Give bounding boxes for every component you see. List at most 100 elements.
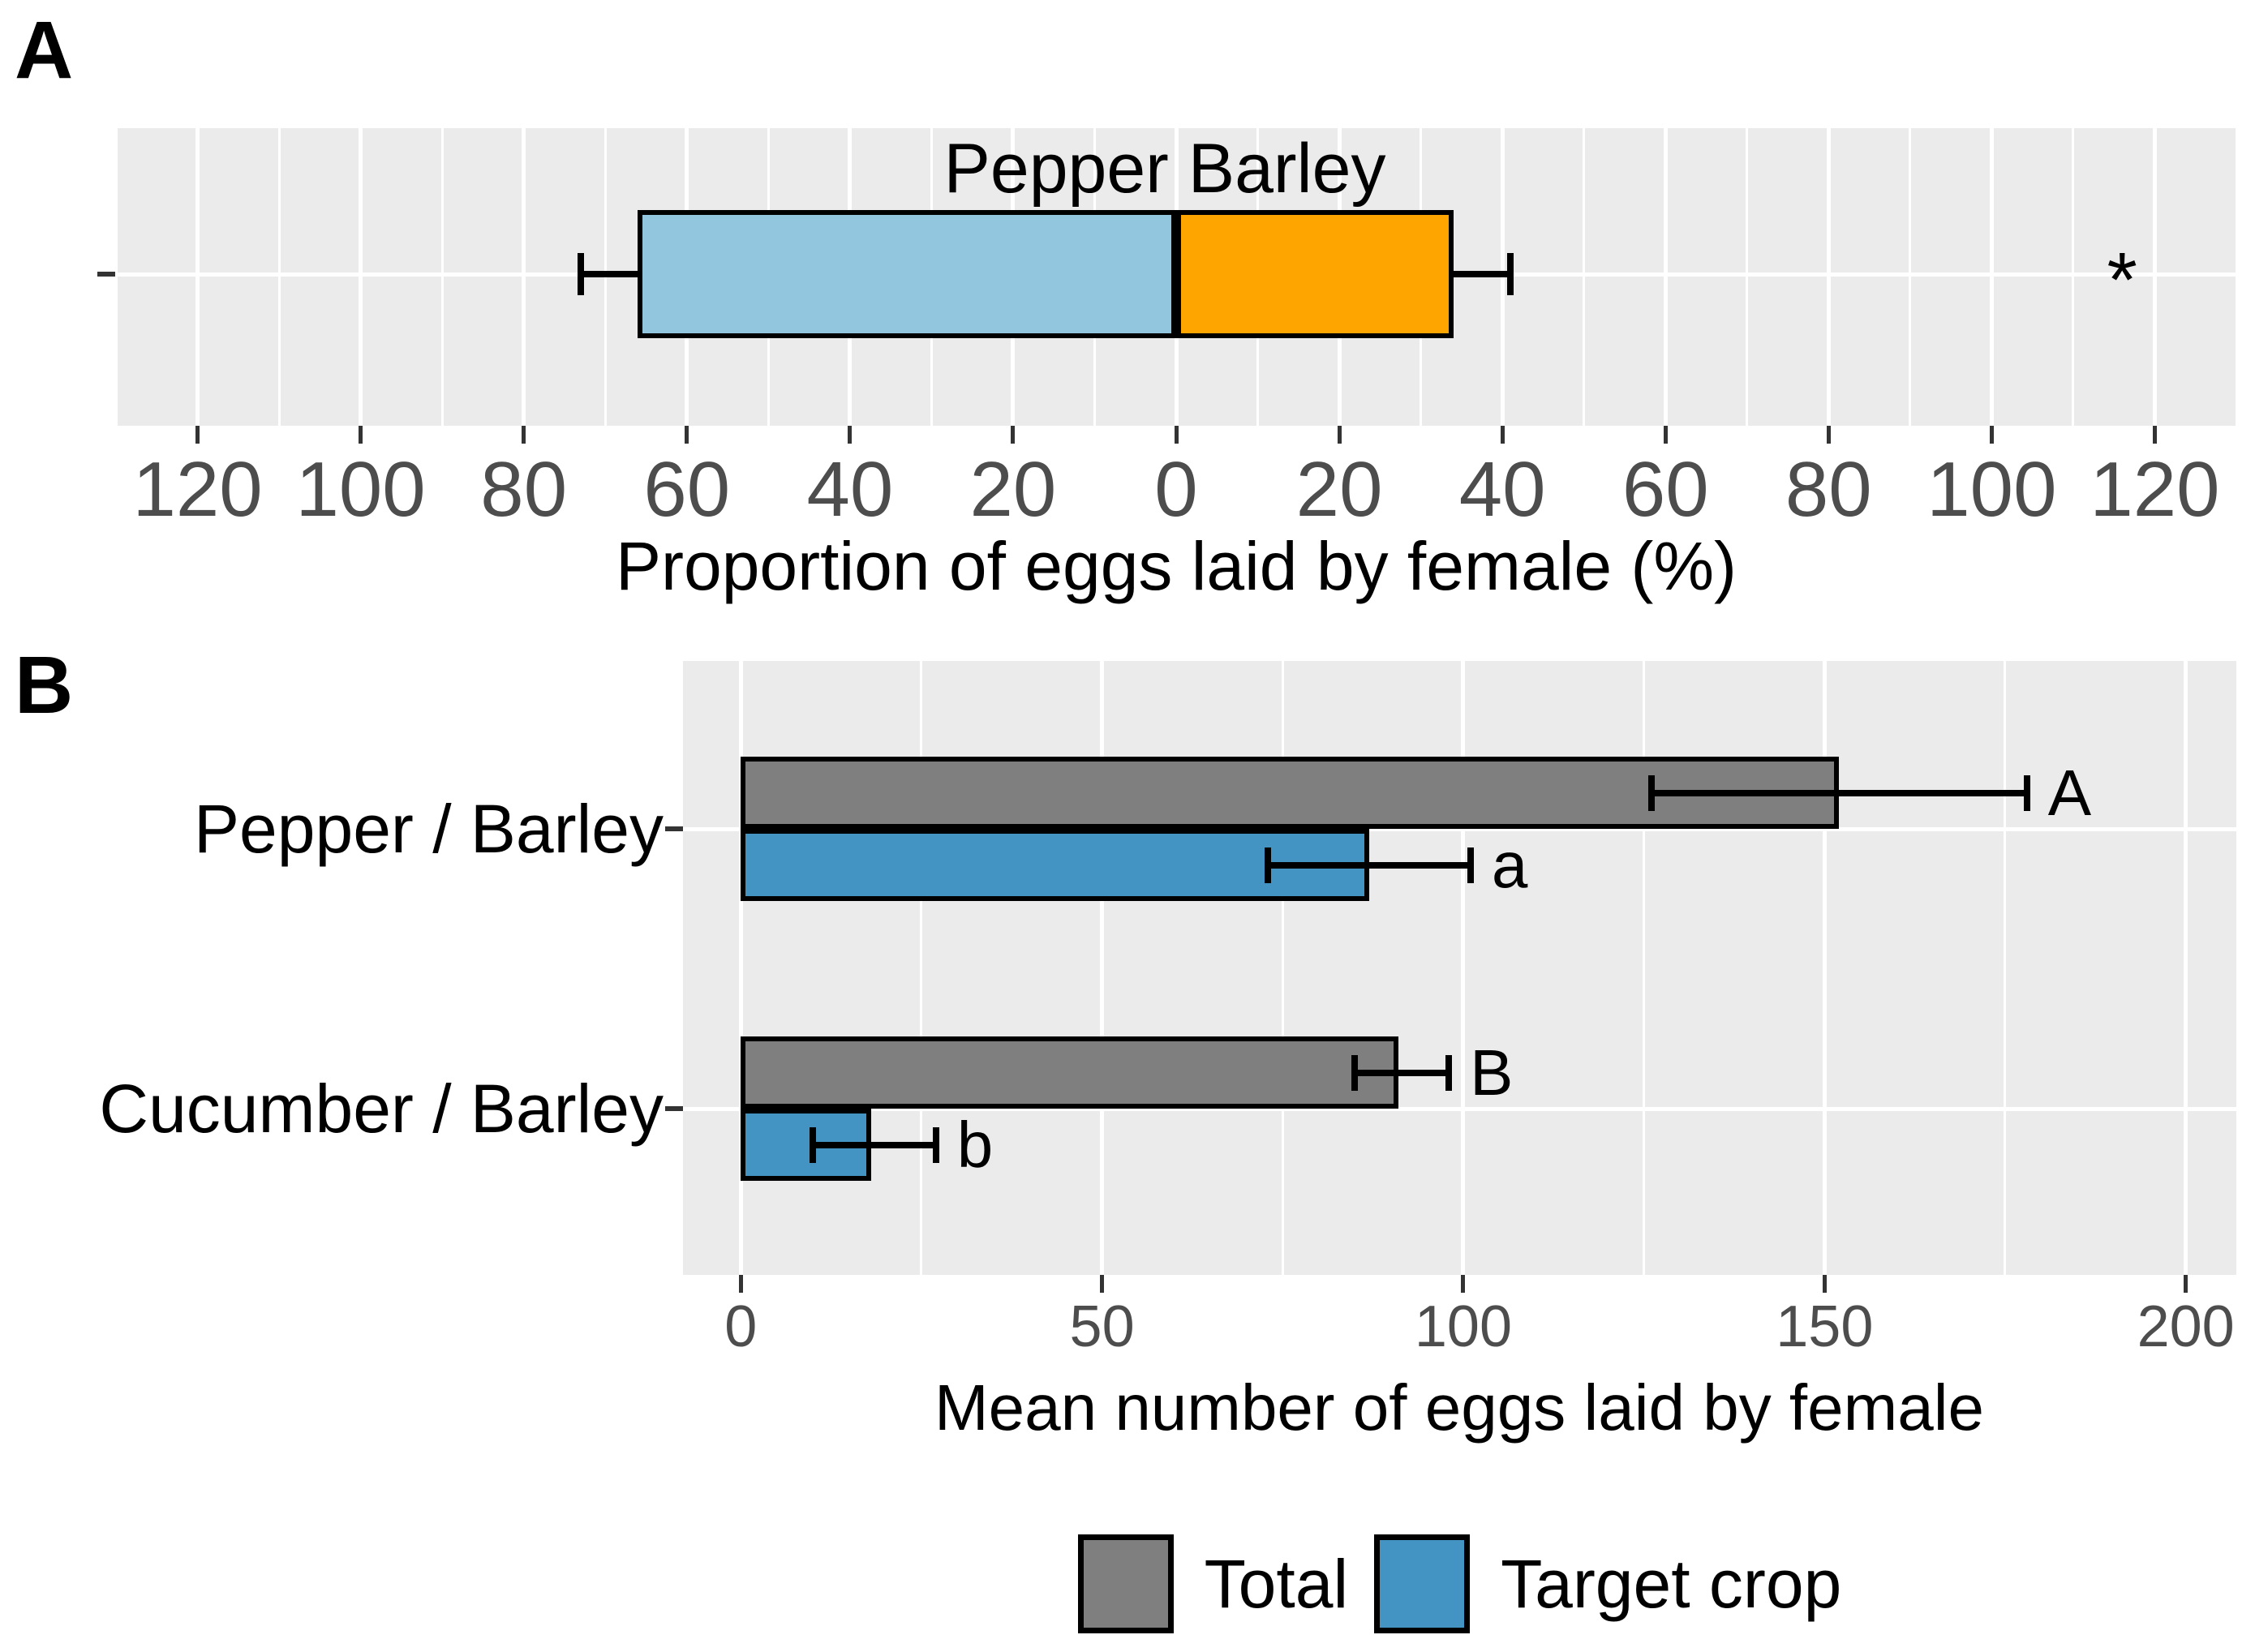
major-gridline <box>1461 661 1466 1275</box>
panel-a-plot-area: Pepper Barley * <box>114 128 2238 426</box>
x-tick-mark <box>738 1275 743 1293</box>
error-cap <box>1351 1054 1359 1091</box>
error-cap <box>1445 1054 1453 1091</box>
panel-a-tag: A <box>15 5 74 96</box>
x-tick-label: 20 <box>969 446 1057 533</box>
x-tick-label: 0 <box>1154 446 1198 533</box>
minor-gridline <box>1909 128 1912 426</box>
x-tick-mark <box>1100 1275 1105 1293</box>
minor-gridline <box>2072 128 2075 426</box>
error-whisker <box>581 271 638 277</box>
x-tick-mark <box>1011 426 1016 444</box>
minor-gridline <box>114 128 118 426</box>
error-cap <box>932 1126 939 1163</box>
major-gridline <box>195 128 200 426</box>
legend-swatch-total <box>1077 1534 1174 1633</box>
significance-letter: B <box>1470 1036 1514 1109</box>
x-tick-mark <box>1500 426 1505 444</box>
x-tick-mark <box>848 426 853 444</box>
x-tick-mark <box>1461 1275 1466 1293</box>
error-cap <box>1265 847 1272 883</box>
significance-asterisk: * <box>2107 237 2137 324</box>
x-tick-label: 80 <box>1785 446 1872 533</box>
x-tick-label: 80 <box>480 446 568 533</box>
major-gridline <box>738 661 743 1275</box>
minor-gridline <box>1746 128 1749 426</box>
major-gridline <box>1100 661 1105 1275</box>
x-tick-label: 60 <box>643 446 731 533</box>
x-tick-label: 0 <box>724 1294 758 1359</box>
bar-group-annotation: Pepper Barley <box>943 130 1386 208</box>
major-gridline <box>1663 128 1668 426</box>
x-tick-label: 100 <box>295 446 426 533</box>
minor-gridline <box>1643 661 1646 1275</box>
legend-swatch-target-crop <box>1374 1534 1471 1633</box>
major-gridline <box>1822 661 1827 1275</box>
minor-gridline <box>277 128 281 426</box>
x-tick-label: 60 <box>1621 446 1709 533</box>
row-gridline <box>683 1106 2236 1111</box>
x-tick-label: 100 <box>1414 1294 1513 1359</box>
x-tick-label: 100 <box>1926 446 2057 533</box>
x-tick-label: 40 <box>1458 446 1546 533</box>
x-tick-label: 40 <box>806 446 894 533</box>
legend-label: Total <box>1204 1546 1349 1622</box>
x-tick-mark <box>1337 426 1342 444</box>
minor-gridline <box>2235 128 2238 426</box>
x-tick-mark <box>195 426 200 444</box>
significance-letter: b <box>956 1108 994 1181</box>
major-gridline <box>2152 128 2157 426</box>
x-tick-label: 120 <box>2090 446 2220 533</box>
category-label: Cucumber / Barley <box>99 1071 664 1147</box>
panel-b-x-axis-title: Mean number of eggs laid by female <box>934 1371 1985 1444</box>
major-gridline <box>522 128 526 426</box>
panel-a-x-axis-title: Proportion of eggs laid by female (%) <box>615 528 1737 604</box>
major-gridline <box>1826 128 1831 426</box>
x-tick-label: 50 <box>1069 1294 1135 1359</box>
error-whisker <box>1355 1069 1450 1076</box>
legend: Total Target crop <box>683 1534 2236 1633</box>
panel-b-y-tick <box>665 1106 683 1111</box>
x-tick-label: 120 <box>132 446 263 533</box>
row-gridline <box>683 826 2236 831</box>
error-cap <box>578 253 585 295</box>
error-whisker <box>813 1141 936 1148</box>
x-tick-mark <box>2152 426 2157 444</box>
minor-gridline <box>1583 128 1586 426</box>
error-cap <box>2023 775 2030 811</box>
x-tick-mark <box>1822 1275 1827 1293</box>
minor-gridline <box>920 661 923 1275</box>
minor-gridline <box>1281 661 1284 1275</box>
major-gridline <box>2184 661 2188 1275</box>
x-tick-mark <box>685 426 689 444</box>
minor-gridline <box>440 128 444 426</box>
x-tick-label: 150 <box>1776 1294 1874 1359</box>
x-tick-mark <box>1174 426 1179 444</box>
major-gridline <box>359 128 363 426</box>
x-tick-mark <box>359 426 363 444</box>
category-label: Pepper / Barley <box>194 791 664 867</box>
error-cap <box>1647 775 1655 811</box>
panel-a-y-tick <box>97 272 115 277</box>
bar-total <box>741 1036 1398 1109</box>
panel-b-tag: B <box>15 640 74 731</box>
x-tick-mark <box>1989 426 1994 444</box>
bar-pepper <box>638 210 1176 338</box>
x-tick-mark <box>2184 1275 2188 1293</box>
minor-gridline <box>2004 661 2007 1275</box>
panel-b-y-tick <box>665 826 683 831</box>
significance-letter: a <box>1491 828 1528 901</box>
legend-item: Total <box>1077 1534 1349 1633</box>
bar-barley <box>1176 210 1454 338</box>
x-tick-label: 200 <box>2137 1294 2235 1359</box>
x-tick-mark <box>1826 426 1831 444</box>
error-cap <box>810 1126 817 1163</box>
error-whisker <box>1651 789 2027 796</box>
x-tick-mark <box>1663 426 1668 444</box>
error-whisker <box>1268 861 1471 869</box>
error-cap <box>1467 847 1474 883</box>
legend-label: Target crop <box>1501 1546 1842 1622</box>
significance-letter: A <box>2047 756 2092 829</box>
